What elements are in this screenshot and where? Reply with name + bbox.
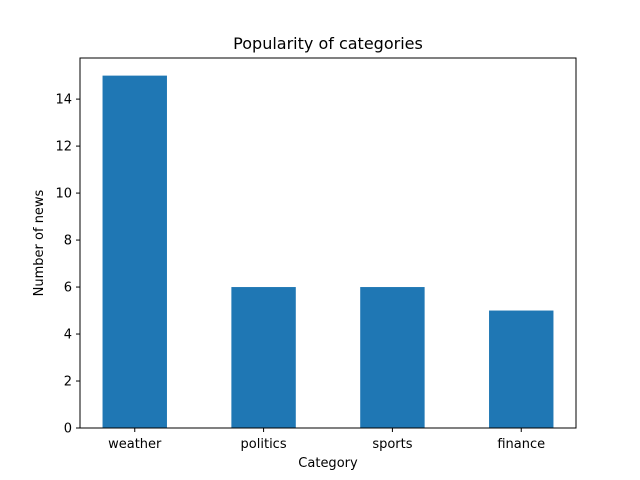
plot-area-frame [79,57,577,429]
x-axis-ticks: weather politics sports finance [108,428,545,452]
y-tick-label: 10 [55,187,72,202]
x-tick-label-weather: weather [108,437,162,452]
x-axis-label: Category [298,456,358,471]
x-tick-label-sports: sports [372,437,412,452]
chart-title: Popularity of categories [233,34,423,53]
y-tick-label: 8 [64,234,72,249]
y-tick-label: 6 [64,281,72,296]
y-tick-label: 2 [64,375,72,390]
bar-politics [231,287,296,428]
bar-finance [489,310,554,428]
y-axis-ticks: 0 2 4 6 8 10 12 14 [55,93,80,437]
y-tick-label: 0 [64,422,72,437]
bars [102,75,554,428]
bar-sports [360,287,425,428]
y-tick-label: 12 [55,140,72,155]
y-axis-label: Number of news [32,189,47,296]
y-tick-label: 14 [55,93,72,108]
x-tick-label-finance: finance [497,437,545,452]
x-tick-label-politics: politics [241,437,287,452]
y-tick-label: 4 [64,328,72,343]
bar-weather [102,75,167,428]
